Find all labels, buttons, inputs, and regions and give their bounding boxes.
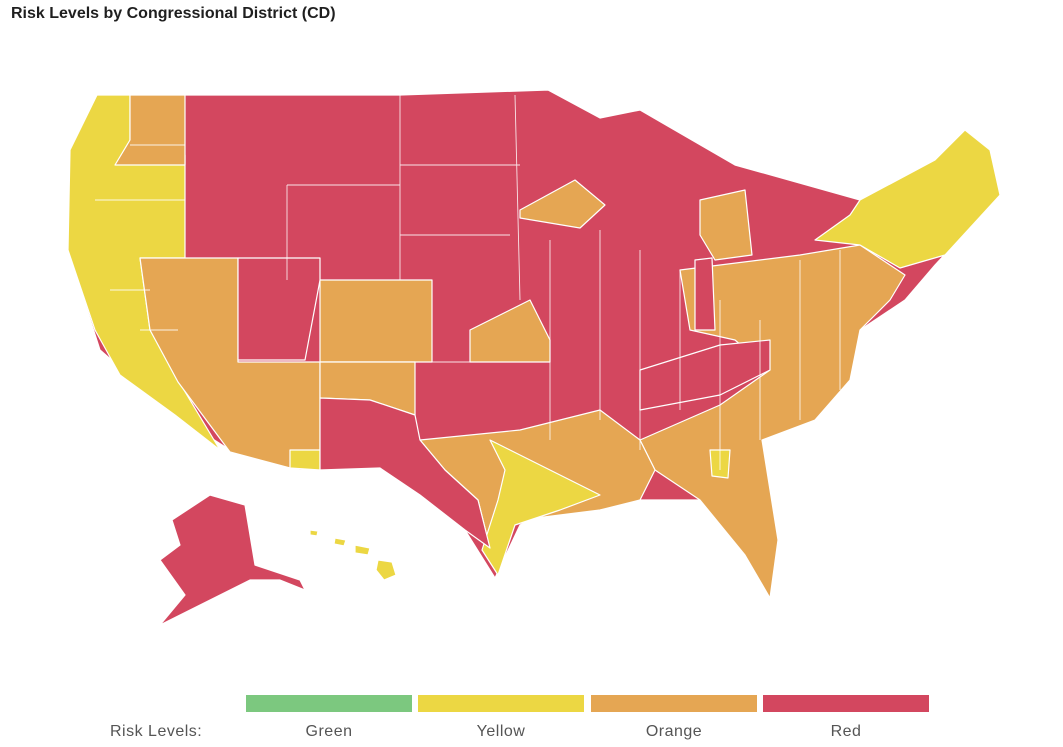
legend-text-green: Green <box>305 723 353 740</box>
region-yellow-az[interactable] <box>289 449 321 471</box>
legend-swatch-red[interactable] <box>763 695 929 712</box>
legend: Risk Levels: Green Yellow Orange Red <box>0 690 1063 747</box>
legend-text-yellow: Yellow <box>476 723 526 740</box>
region-yellow-hawaii-2[interactable] <box>354 544 371 556</box>
region-red-utah[interactable] <box>237 257 321 361</box>
region-orange-ewa[interactable] <box>114 94 186 166</box>
region-yellow-northeast[interactable] <box>814 129 1001 269</box>
map-svg <box>67 89 1001 626</box>
legend-text-orange: Orange <box>645 723 703 740</box>
region-orange-mich[interactable] <box>699 189 753 261</box>
legend-swatch-orange[interactable] <box>591 695 757 712</box>
region-orange-wisc[interactable] <box>519 179 606 229</box>
region-red-texas[interactable] <box>319 397 491 549</box>
region-orange-east[interactable] <box>639 244 906 599</box>
legend-label: Risk Levels: <box>110 723 203 740</box>
legend-swatch-green[interactable] <box>246 695 412 712</box>
region-yellow-hawaii-3[interactable] <box>333 537 347 547</box>
district-borders <box>95 94 841 470</box>
legend-swatch-yellow[interactable] <box>418 695 584 712</box>
region-red-indiana[interactable] <box>694 257 716 331</box>
chart-title: Risk Levels by Congressional District (C… <box>11 5 336 22</box>
legend-text-red: Red <box>830 723 862 740</box>
us-district-map[interactable] <box>0 70 1063 640</box>
region-orange-colorado[interactable] <box>319 279 433 363</box>
region-yellow-hawaii-4[interactable] <box>309 529 319 537</box>
region-red-alaska[interactable] <box>159 494 306 626</box>
region-yellow-hawaii-1[interactable] <box>375 559 397 581</box>
region-yellow-txgulf[interactable] <box>481 439 601 576</box>
